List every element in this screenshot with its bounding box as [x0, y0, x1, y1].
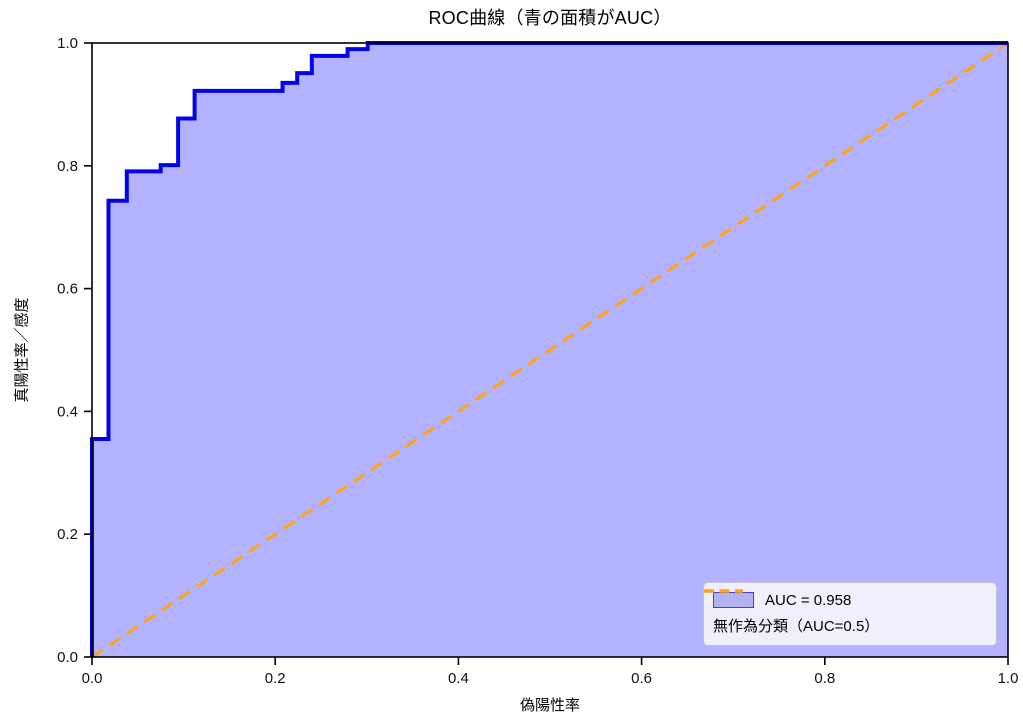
legend-item-auc: AUC = 0.958: [713, 592, 988, 609]
x-tick-label: 0.0: [82, 670, 103, 687]
legend: AUC = 0.958 無作為分類（AUC=0.5）: [703, 582, 997, 646]
dashed-line-swatch-icon: [704, 589, 743, 593]
y-tick-label: 0.2: [57, 526, 78, 543]
x-tick-label: 1.0: [998, 670, 1019, 687]
y-axis-label: 真陽性率／感度: [13, 297, 31, 403]
random-classifier-line: [91, 41, 1009, 659]
x-axis-label: 偽陽性率: [519, 697, 580, 714]
x-tick-label: 0.2: [265, 670, 286, 687]
roc-curve-line: [90, 41, 1008, 657]
y-tick-label: 0.6: [57, 281, 78, 298]
y-tick-label: 0.8: [57, 158, 78, 175]
x-tick-label: 0.4: [448, 670, 469, 687]
y-tick-label: 1.0: [57, 35, 78, 52]
x-tick-label: 0.6: [631, 670, 652, 687]
y-tick-label: 0.4: [57, 403, 78, 420]
legend-label-auc: AUC = 0.958: [765, 591, 852, 609]
auc-area-swatch-icon: [713, 592, 754, 609]
chart-title: ROC曲線（青の面積がAUC）: [428, 8, 672, 28]
legend-label-random: 無作為分類（AUC=0.5）: [713, 618, 880, 636]
plot-border: [91, 42, 1009, 658]
y-tick-label: 0.0: [57, 649, 78, 666]
x-tick-label: 0.8: [814, 670, 835, 687]
legend-item-random: 無作為分類（AUC=0.5）: [704, 589, 988, 636]
